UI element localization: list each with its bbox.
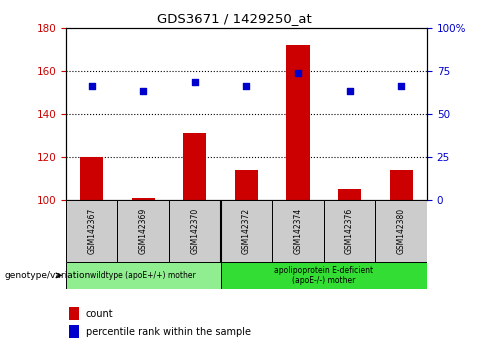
Bar bbox=[324, 200, 375, 262]
Bar bbox=[286, 46, 309, 200]
Bar bbox=[80, 157, 103, 200]
Text: GSM142370: GSM142370 bbox=[190, 208, 200, 254]
Bar bbox=[132, 198, 155, 200]
Bar bbox=[221, 200, 272, 262]
Text: wildtype (apoE+/+) mother: wildtype (apoE+/+) mother bbox=[90, 271, 196, 280]
Point bbox=[191, 79, 199, 85]
Bar bbox=[169, 200, 221, 262]
Bar bbox=[118, 200, 169, 262]
Text: GSM142369: GSM142369 bbox=[139, 208, 148, 254]
Bar bbox=[69, 325, 79, 338]
Point bbox=[88, 84, 96, 89]
Bar bbox=[272, 200, 324, 262]
Bar bbox=[338, 189, 361, 200]
Point bbox=[294, 70, 302, 76]
Text: GSM142367: GSM142367 bbox=[87, 208, 96, 254]
Text: GSM142374: GSM142374 bbox=[293, 208, 303, 254]
Text: percentile rank within the sample: percentile rank within the sample bbox=[86, 327, 251, 337]
Bar bbox=[66, 200, 118, 262]
Point bbox=[140, 88, 147, 93]
Text: GDS3671 / 1429250_at: GDS3671 / 1429250_at bbox=[157, 12, 312, 25]
Point bbox=[397, 84, 405, 89]
Text: GSM142376: GSM142376 bbox=[345, 208, 354, 254]
Point bbox=[243, 84, 250, 89]
Text: apolipoprotein E-deficient
(apoE-/-) mother: apolipoprotein E-deficient (apoE-/-) mot… bbox=[274, 266, 373, 285]
Bar bbox=[389, 170, 413, 200]
Bar bbox=[69, 307, 79, 320]
Bar bbox=[221, 262, 427, 289]
Point bbox=[346, 88, 353, 93]
Text: count: count bbox=[86, 309, 113, 319]
Text: GSM142372: GSM142372 bbox=[242, 208, 251, 254]
Bar bbox=[375, 200, 427, 262]
Text: GSM142380: GSM142380 bbox=[397, 208, 406, 254]
Text: genotype/variation: genotype/variation bbox=[5, 271, 91, 280]
Bar bbox=[235, 170, 258, 200]
Bar bbox=[183, 133, 206, 200]
Bar bbox=[66, 262, 221, 289]
